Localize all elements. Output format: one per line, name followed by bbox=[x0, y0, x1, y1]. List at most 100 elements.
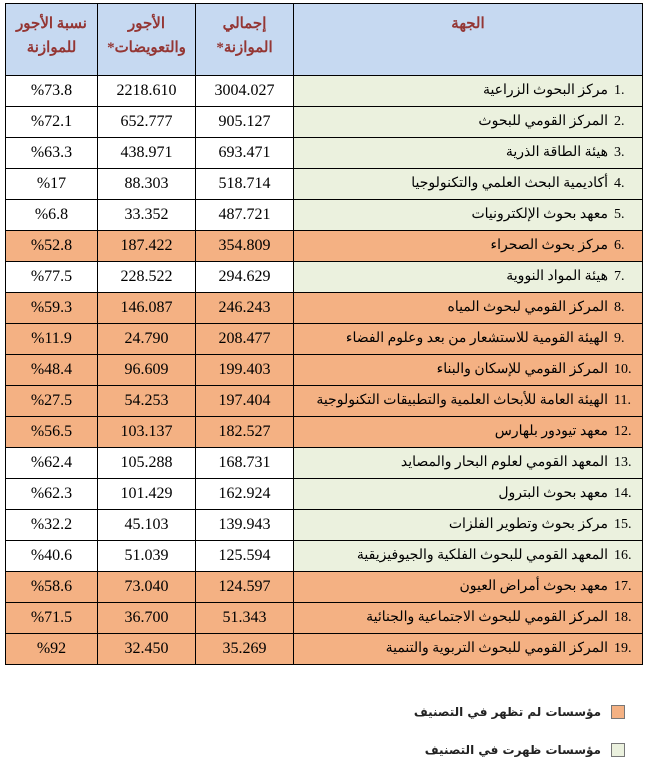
row-number: 15. bbox=[614, 517, 632, 532]
total-cell: 199.403 bbox=[195, 354, 294, 386]
org-name: المركز القومي للبحوث الاجتماعية والجنائي… bbox=[366, 610, 608, 625]
wages-cell: 2218.610 bbox=[97, 75, 196, 107]
row-number: 8. bbox=[614, 300, 625, 315]
wages-cell: 105.288 bbox=[97, 447, 196, 479]
org-name: الهيئة القومية للاستشعار من بعد وعلوم ال… bbox=[345, 331, 608, 346]
total-cell: 124.597 bbox=[195, 571, 294, 603]
ratio-cell: %32.2 bbox=[5, 509, 98, 541]
wages-cell: 228.522 bbox=[97, 261, 196, 293]
row-number: 11. bbox=[614, 393, 631, 408]
row-number: 19. bbox=[614, 641, 632, 656]
wages-cell: 146.087 bbox=[97, 292, 196, 324]
total-cell: 35.269 bbox=[195, 633, 294, 665]
legend-swatch bbox=[611, 743, 625, 757]
org-name: المركز القومي للبحوث التربوية والتنمية bbox=[385, 641, 608, 656]
org-cell: 9. الهيئة القومية للاستشعار من بعد وعلوم … bbox=[293, 323, 643, 355]
org-name: معهد بحوث أمراض العيون bbox=[459, 579, 608, 594]
header-wages: الأجور والتعويضات* bbox=[97, 3, 196, 76]
wages-cell: 45.103 bbox=[97, 509, 196, 541]
table-body: 1.مركز البحوث الزراعية 3004.027 2218.610 %7… bbox=[5, 75, 643, 665]
org-name: المركز القومي لبحوث المياه bbox=[447, 300, 608, 315]
table-row: 18. المركز القومي للبحوث الاجتماعية والجن… bbox=[5, 602, 643, 634]
header-row: الجهة إجمالي الموازنة* الأجور والتعويضات… bbox=[5, 3, 643, 76]
org-cell: 8. المركز القومي لبحوث المياه bbox=[293, 292, 643, 324]
org-name: المركز القومي للبحوث bbox=[478, 114, 608, 129]
table-row: 13. المعهد القومي لعلوم البحار والمصايد 16… bbox=[5, 447, 643, 479]
org-name: معهد بحوث البترول bbox=[498, 486, 608, 501]
wages-cell: 438.971 bbox=[97, 137, 196, 169]
wages-cell: 24.790 bbox=[97, 323, 196, 355]
ratio-cell: %56.5 bbox=[5, 416, 98, 448]
table-row: 9. الهيئة القومية للاستشعار من بعد وعلوم … bbox=[5, 323, 643, 355]
row-number: 5. bbox=[614, 207, 625, 222]
table-row: 19. المركز القومي للبحوث التربوية والتنمي… bbox=[5, 633, 643, 665]
row-number: 16. bbox=[614, 548, 632, 563]
ratio-cell: %72.1 bbox=[5, 106, 98, 138]
total-cell: 246.243 bbox=[195, 292, 294, 324]
row-number: 17. bbox=[614, 579, 632, 594]
row-number: 7. bbox=[614, 269, 625, 284]
wages-cell: 101.429 bbox=[97, 478, 196, 510]
row-number: 13. bbox=[614, 455, 632, 470]
wages-cell: 187.422 bbox=[97, 230, 196, 262]
org-cell: 16. المعهد القومي للبحوث الفلكية والجيوفي… bbox=[293, 540, 643, 572]
org-cell: 19. المركز القومي للبحوث التربوية والتنمي… bbox=[293, 633, 643, 665]
ratio-cell: %48.4 bbox=[5, 354, 98, 386]
org-name: مركز بحوث الصحراء bbox=[490, 238, 609, 253]
org-cell: 18. المركز القومي للبحوث الاجتماعية والجن… bbox=[293, 602, 643, 634]
total-cell: 125.594 bbox=[195, 540, 294, 572]
row-number: 6. bbox=[614, 238, 625, 253]
wages-cell: 96.609 bbox=[97, 354, 196, 386]
ratio-cell: %62.3 bbox=[5, 478, 98, 510]
wages-cell: 51.039 bbox=[97, 540, 196, 572]
org-name: المركز القومي للإسكان والبناء bbox=[436, 362, 608, 377]
table-row: 1. مركز البحوث الزراعية 3004.027 2218.610 %7… bbox=[5, 75, 643, 107]
org-cell: 7. هيئة المواد النووية bbox=[293, 261, 643, 293]
table-row: 4. أكاديمية البحث العلمي والتكنولوجيا 518.… bbox=[5, 168, 643, 200]
total-cell: 162.924 bbox=[195, 478, 294, 510]
ratio-cell: %40.6 bbox=[5, 540, 98, 572]
wages-cell: 103.137 bbox=[97, 416, 196, 448]
org-cell: 14. معهد بحوث البترول bbox=[293, 478, 643, 510]
org-cell: 2. المركز القومي للبحوث bbox=[293, 106, 643, 138]
row-number: 4. bbox=[614, 176, 625, 191]
org-cell: 17. معهد بحوث أمراض العيون bbox=[293, 571, 643, 603]
total-cell: 139.943 bbox=[195, 509, 294, 541]
wages-cell: 32.450 bbox=[97, 633, 196, 665]
legend-label: مؤسسات ظهرت في التصنيف bbox=[424, 743, 601, 757]
wages-cell: 33.352 bbox=[97, 199, 196, 231]
table-row: 8. المركز القومي لبحوث المياه 246.243 146.0… bbox=[5, 292, 643, 324]
row-number: 2. bbox=[614, 114, 625, 129]
wages-cell: 652.777 bbox=[97, 106, 196, 138]
total-cell: 487.721 bbox=[195, 199, 294, 231]
ratio-cell: %27.5 bbox=[5, 385, 98, 417]
table-row: 16. المعهد القومي للبحوث الفلكية والجيوفي… bbox=[5, 540, 643, 572]
table-row: 5. معهد بحوث الإلكترونيات 487.721 33.352 %6.… bbox=[5, 199, 643, 231]
row-number: 18. bbox=[614, 610, 632, 625]
org-cell: 13. المعهد القومي لعلوم البحار والمصايد bbox=[293, 447, 643, 479]
ratio-cell: %77.5 bbox=[5, 261, 98, 293]
org-name: المعهد القومي للبحوث الفلكية والجيوفيزيق… bbox=[356, 548, 608, 563]
header-name: الجهة bbox=[293, 3, 643, 76]
total-cell: 168.731 bbox=[195, 447, 294, 479]
org-name: المعهد القومي لعلوم البحار والمصايد bbox=[400, 455, 608, 470]
row-number: 14. bbox=[614, 486, 632, 501]
table-row: 11. الهيئة العامة للأبحاث العلمية والتطبي… bbox=[5, 385, 643, 417]
wages-cell: 36.700 bbox=[97, 602, 196, 634]
table-row: 6. مركز بحوث الصحراء 354.809 187.422 %52.8 bbox=[5, 230, 643, 262]
ratio-cell: %73.8 bbox=[5, 75, 98, 107]
ratio-cell: %11.9 bbox=[5, 323, 98, 355]
org-name: هيئة الطاقة الذرية bbox=[505, 145, 608, 160]
total-cell: 693.471 bbox=[195, 137, 294, 169]
total-cell: 518.714 bbox=[195, 168, 294, 200]
ratio-cell: %59.3 bbox=[5, 292, 98, 324]
org-cell: 11. الهيئة العامة للأبحاث العلمية والتطبي… bbox=[293, 385, 643, 417]
org-cell: 6. مركز بحوث الصحراء bbox=[293, 230, 643, 262]
legend-item: مؤسسات ظهرت في التصنيف bbox=[425, 743, 625, 757]
ratio-cell: %71.5 bbox=[5, 602, 98, 634]
total-cell: 182.527 bbox=[195, 416, 294, 448]
wages-cell: 54.253 bbox=[97, 385, 196, 417]
ratio-cell: %52.8 bbox=[5, 230, 98, 262]
org-name: معهد تيودور بلهارس bbox=[494, 424, 608, 439]
total-cell: 208.477 bbox=[195, 323, 294, 355]
